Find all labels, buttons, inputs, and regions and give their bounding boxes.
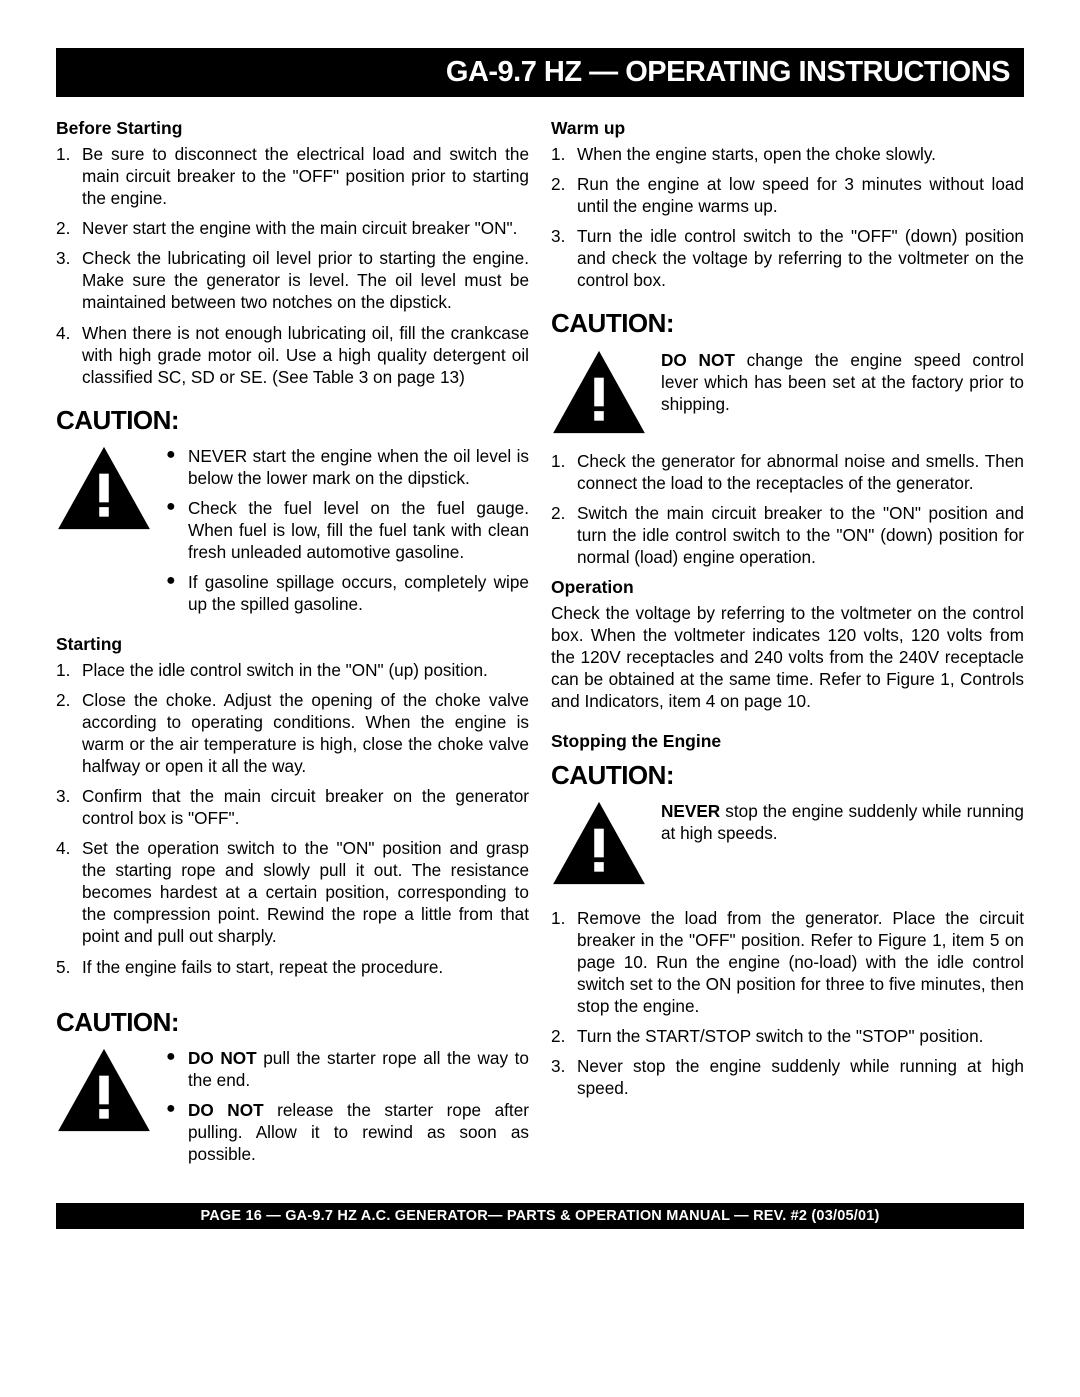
warning-triangle-icon [551,800,647,891]
footer-text: PAGE 16 — GA-9.7 HZ A.C. GENERATOR— PART… [200,1208,879,1224]
header-bar: GA-9.7 HZ — OPERATING INSTRUCTIONS [56,48,1024,97]
stopping-list: Remove the load from the generator. Plac… [551,907,1024,1099]
bold-text: DO NOT [188,1100,264,1120]
list-item: Turn the idle control switch to the "OFF… [551,225,1024,291]
caution-label: CAUTION: [551,307,1024,340]
caution-text: NEVER stop the engine suddenly while run… [661,800,1024,844]
bold-text: DO NOT [661,350,735,370]
caution-block: NEVER start the engine when the oil leve… [56,445,529,623]
warmup-list: When the engine starts, open the choke s… [551,143,1024,291]
operation-text: Check the voltage by referring to the vo… [551,602,1024,712]
section-title-before-starting: Before Starting [56,117,529,139]
section-title-starting: Starting [56,633,529,655]
bold-text: DO NOT [188,1048,257,1068]
starting-list: Place the idle control switch in the "ON… [56,659,529,977]
list-item: Check the lubricating oil level prior to… [56,247,529,313]
list-item: Remove the load from the generator. Plac… [551,907,1024,1017]
caution-block: NEVER stop the engine suddenly while run… [551,800,1024,891]
before-starting-list: Be sure to disconnect the electrical loa… [56,143,529,387]
list-item: Turn the START/STOP switch to the "STOP"… [551,1025,1024,1047]
warning-triangle-icon [56,1047,152,1138]
bullet-item: DO NOT release the starter rope after pu… [166,1099,529,1165]
section-title-operation: Operation [551,576,1024,598]
list-item: Place the idle control switch in the "ON… [56,659,529,681]
checklist: Check the generator for abnormal noise a… [551,450,1024,568]
caution-block: DO NOT change the engine speed control l… [551,349,1024,440]
left-column: Before Starting Be sure to disconnect th… [56,111,529,1183]
caution-block: DO NOT pull the starter rope all the way… [56,1047,529,1173]
caution-label: CAUTION: [56,404,529,437]
warning-triangle-icon [56,445,152,536]
caution-text: DO NOT pull the starter rope all the way… [166,1047,529,1173]
section-title-warmup: Warm up [551,117,1024,139]
caution-text: NEVER start the engine when the oil leve… [166,445,529,623]
right-column: Warm up When the engine starts, open the… [551,111,1024,1183]
bullet-item: If gasoline spillage occurs, completely … [166,571,529,615]
bold-text: NEVER [661,801,720,821]
bullet-item: Check the fuel level on the fuel gauge. … [166,497,529,563]
caution-label: CAUTION: [56,1006,529,1039]
section-title-stopping: Stopping the Engine [551,730,1024,752]
list-item: Be sure to disconnect the electrical loa… [56,143,529,209]
caution-text: DO NOT change the engine speed control l… [661,349,1024,415]
footer-bar: PAGE 16 — GA-9.7 HZ A.C. GENERATOR— PART… [56,1203,1024,1229]
list-item: Check the generator for abnormal noise a… [551,450,1024,494]
list-item: When there is not enough lubricating oil… [56,322,529,388]
list-item: Set the operation switch to the "ON" pos… [56,837,529,947]
list-item: Confirm that the main circuit breaker on… [56,785,529,829]
header-title: GA-9.7 HZ — OPERATING INSTRUCTIONS [446,56,1010,88]
list-item: Run the engine at low speed for 3 minute… [551,173,1024,217]
bullet-item: DO NOT pull the starter rope all the way… [166,1047,529,1091]
list-item: Switch the main circuit breaker to the "… [551,502,1024,568]
list-item: When the engine starts, open the choke s… [551,143,1024,165]
list-item: If the engine fails to start, repeat the… [56,956,529,978]
list-item: Never stop the engine suddenly while run… [551,1055,1024,1099]
caution-label: CAUTION: [551,759,1024,792]
list-item: Never start the engine with the main cir… [56,217,529,239]
bullet-item: NEVER start the engine when the oil leve… [166,445,529,489]
warning-triangle-icon [551,349,647,440]
list-item: Close the choke. Adjust the opening of t… [56,689,529,777]
content-columns: Before Starting Be sure to disconnect th… [56,111,1024,1183]
